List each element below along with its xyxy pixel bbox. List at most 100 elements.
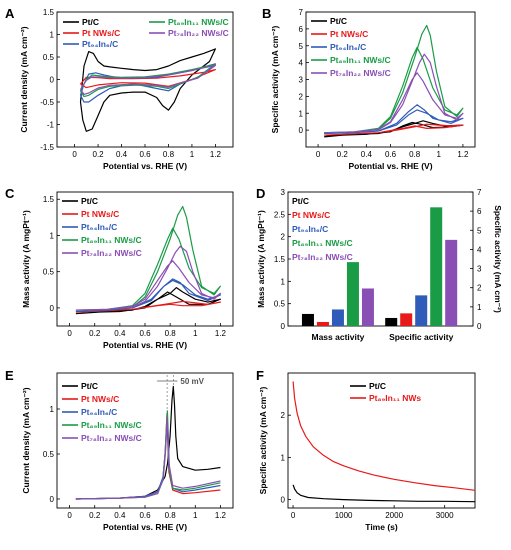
y-tick-label: 3 xyxy=(299,76,304,85)
y-tick-label: 2.5 xyxy=(274,210,286,219)
panel-letter: C xyxy=(5,186,15,201)
x-axis-title: Time (s) xyxy=(365,522,398,532)
legend-label: Pt₉₄In₆/C xyxy=(81,407,117,417)
bar xyxy=(415,295,428,326)
legend-label: Pt₇₈In₂₂ NWs/C xyxy=(81,248,142,258)
bar xyxy=(361,288,374,326)
legend-label: Pt₉₄In₆/C xyxy=(330,42,366,52)
panel-letter: E xyxy=(5,368,14,383)
legend-label: Pt₇₈In₂₂ NWs/C xyxy=(168,28,229,38)
y-tick-label: 1 xyxy=(281,453,286,462)
y-tick-label: -1 xyxy=(47,121,55,130)
x-axis-title: Potential vs. RHE (V) xyxy=(103,161,187,171)
x-tick-label: 0 xyxy=(291,511,296,520)
y-tick-label: 0 xyxy=(281,322,286,331)
x-axis-title: Potential vs. RHE (V) xyxy=(103,522,187,532)
x-tick-label: 1.2 xyxy=(215,329,227,338)
bar xyxy=(385,317,398,326)
panel-letter: D xyxy=(256,186,265,201)
x-tick-label: 1 xyxy=(190,150,195,159)
series-line xyxy=(292,484,475,503)
legend-label: Pt/C xyxy=(82,17,99,27)
legend-label: Pt₈₉In₁₁ NWs/C xyxy=(81,235,142,245)
y-tick-label: 1 xyxy=(299,109,304,118)
x-tick-label: 0.6 xyxy=(139,150,151,159)
series-line xyxy=(292,381,475,491)
panel-a: A 0 0.2 0.4 0.6 0.8 1 1.2 -1.5 -1 -0.5 0 0.5 1 1.5 Pote… xyxy=(5,6,234,171)
series-line xyxy=(75,205,221,311)
y-right-tick-label: 2 xyxy=(477,284,482,293)
x-tick-label: 0 xyxy=(67,511,72,520)
x-tick-label: 1 xyxy=(193,329,198,338)
panel-letter: B xyxy=(262,6,271,21)
y-right-tick-label: 1 xyxy=(477,303,482,312)
plot-frame xyxy=(287,372,476,509)
x-tick-label: 0.4 xyxy=(114,511,126,520)
y-tick-label: 1.5 xyxy=(43,195,55,204)
legend-label: Pt NWs/C xyxy=(330,29,368,39)
series-line xyxy=(79,63,216,103)
panel-f: F 0 1000 2000 3000 0 1 2 Time (s) Specific activi… xyxy=(256,368,476,532)
x-tick-label: 0 xyxy=(316,150,321,159)
bar xyxy=(430,207,443,326)
annotation-label: 50 mV xyxy=(180,377,204,386)
legend-label: Pt NWs/C xyxy=(82,28,120,38)
y-right-tick-label: 0 xyxy=(477,322,482,331)
y-tick-label: 0 xyxy=(50,304,55,313)
panel-letter: F xyxy=(256,368,264,383)
legend-label: Pt/C xyxy=(81,196,98,206)
y-right-tick-label: 4 xyxy=(477,245,482,254)
bar xyxy=(445,239,458,326)
series-line xyxy=(79,64,216,95)
series-line xyxy=(324,24,464,134)
legend-label: Pt/C xyxy=(81,381,98,391)
legend-label: Pt/C xyxy=(369,381,386,391)
y-axis-title: Mass activity (A mgPt⁻¹) xyxy=(21,210,31,308)
category-label: Specific activity xyxy=(389,332,454,342)
x-tick-label: 1 xyxy=(193,511,198,520)
legend-label: Pt₉₄In₆/C xyxy=(292,224,328,234)
y-tick-label: 5 xyxy=(299,42,304,51)
x-tick-label: 1000 xyxy=(335,511,353,520)
y-tick-label: 0.5 xyxy=(43,268,55,277)
series-line xyxy=(79,64,216,98)
series-line xyxy=(75,278,221,313)
y-axis-title: Specific activity (mA cm⁻²) xyxy=(270,26,280,134)
x-tick-label: 0 xyxy=(67,329,72,338)
series-line xyxy=(75,417,221,500)
series-line xyxy=(324,53,464,134)
y-tick-label: 0 xyxy=(50,76,55,85)
legend-label: Pt₇₈In₂₂ NWs/C xyxy=(81,433,142,443)
panel-d: D 0 0.5 1 1.5 2 2.5 3 0 1 2 3 4 5 6 7 Mass activity (A m… xyxy=(256,186,503,342)
y-tick-label: 2 xyxy=(299,92,304,101)
legend-label: Pt₈₉In₁₁ NWs/C xyxy=(330,55,391,65)
y-right-tick-label: 7 xyxy=(477,188,482,197)
x-tick-label: 1.2 xyxy=(210,150,222,159)
legend-label: Pt NWs/C xyxy=(292,210,330,220)
x-tick-label: 0.2 xyxy=(337,150,349,159)
legend-label: Pt₈₉In₁₁ NWs/C xyxy=(81,420,142,430)
x-tick-label: 1 xyxy=(437,150,442,159)
panel-b: B 0 0.2 0.4 0.6 0.8 1 1.2 0 1 2 3 4 5 6 7 Potential vs. … xyxy=(262,6,476,171)
bar xyxy=(400,313,413,326)
panel-c: C 0 0.2 0.4 0.6 0.8 1 1.2 0 0.5 1 1.5 Potential vs. … xyxy=(5,186,234,350)
x-tick-label: 0.8 xyxy=(409,150,421,159)
x-tick-label: 0.2 xyxy=(89,511,101,520)
x-tick-label: 0.4 xyxy=(361,150,373,159)
bar xyxy=(346,262,359,326)
y-tick-label: 6 xyxy=(299,25,304,34)
y-tick-label: 0 xyxy=(50,495,55,504)
legend-label: Pt/C xyxy=(330,16,347,26)
x-tick-label: 0.2 xyxy=(89,329,101,338)
x-tick-label: 0.6 xyxy=(139,329,151,338)
y-tick-label: 1 xyxy=(50,31,55,40)
y-tick-label: 2 xyxy=(281,411,286,420)
y-axis-title: Specific activity (mA cm⁻²) xyxy=(258,387,268,495)
x-tick-label: 0.6 xyxy=(139,511,151,520)
legend-label: Pt₉₄In₆/C xyxy=(81,222,117,232)
x-tick-label: 0.2 xyxy=(93,150,105,159)
series-line xyxy=(75,300,221,313)
legend-label: Pt₈₉In₁₁ NWs/C xyxy=(292,238,353,248)
x-tick-label: 2000 xyxy=(385,511,403,520)
